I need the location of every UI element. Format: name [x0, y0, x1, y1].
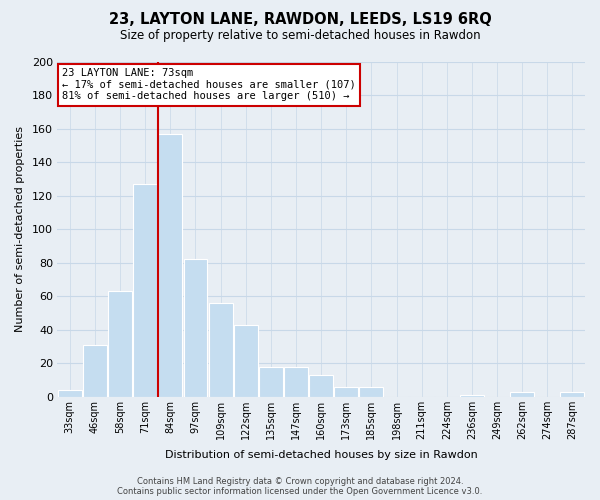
Text: 23, LAYTON LANE, RAWDON, LEEDS, LS19 6RQ: 23, LAYTON LANE, RAWDON, LEEDS, LS19 6RQ	[109, 12, 491, 28]
Text: 23 LAYTON LANE: 73sqm
← 17% of semi-detached houses are smaller (107)
81% of sem: 23 LAYTON LANE: 73sqm ← 17% of semi-deta…	[62, 68, 356, 102]
Bar	[560, 392, 584, 396]
Text: Size of property relative to semi-detached houses in Rawdon: Size of property relative to semi-detach…	[119, 29, 481, 42]
X-axis label: Distribution of semi-detached houses by size in Rawdon: Distribution of semi-detached houses by …	[165, 450, 478, 460]
Bar	[359, 386, 383, 396]
Bar	[83, 345, 107, 397]
Bar	[259, 366, 283, 396]
Bar	[510, 392, 534, 396]
Bar	[158, 134, 182, 396]
Bar	[309, 375, 333, 396]
Bar	[133, 184, 157, 396]
Bar	[284, 366, 308, 396]
Bar	[108, 291, 132, 397]
Bar	[58, 390, 82, 396]
Bar	[209, 303, 233, 396]
Bar	[234, 324, 257, 396]
Bar	[184, 260, 208, 396]
Y-axis label: Number of semi-detached properties: Number of semi-detached properties	[15, 126, 25, 332]
Bar	[460, 395, 484, 396]
Text: Contains HM Land Registry data © Crown copyright and database right 2024.
Contai: Contains HM Land Registry data © Crown c…	[118, 476, 482, 496]
Bar	[334, 386, 358, 396]
